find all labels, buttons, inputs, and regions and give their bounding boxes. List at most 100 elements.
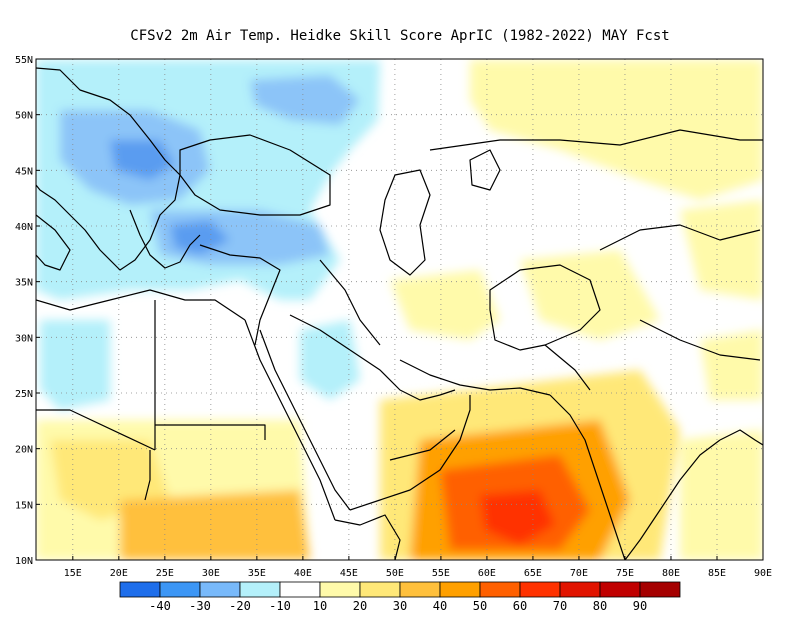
colorbar-swatch (359, 581, 401, 598)
region-yellow-bay-bengal (680, 430, 763, 560)
border-saudi-north (289, 314, 351, 351)
region-blue-north (250, 75, 360, 125)
coast-north-africa (36, 289, 246, 321)
region-blue-caspian-west (300, 320, 360, 400)
coastlines-borders (36, 67, 763, 560)
colorbar-swatch (239, 581, 281, 598)
latitude-ticks: 55N 50N 45N 40N 35N 30N 25N 20N 15N 10N (15, 55, 40, 567)
lon-tick-label: 85E (708, 568, 726, 579)
region-yellow-pakistan (520, 250, 660, 340)
border-india-nepal (639, 319, 761, 361)
lon-tick-label: 50E (386, 568, 404, 579)
coast-turkey-south (199, 244, 281, 346)
coast-caspian (379, 169, 431, 276)
map-frame (35, 58, 764, 561)
lon-tick-label: 65E (524, 568, 542, 579)
coast-black-sea (179, 134, 331, 216)
coast-italy (36, 214, 71, 271)
coast-aral (469, 149, 501, 191)
colorbar-label: 20 (353, 599, 367, 613)
colorbar-label: -20 (229, 599, 251, 613)
region-yellow-russia (470, 60, 763, 200)
colorbar-label: 80 (593, 599, 607, 613)
lon-tick-label: 75E (616, 568, 634, 579)
coast-red-sea-west (244, 319, 336, 521)
map-title: CFSv2 2m Air Temp. Heidke Skill Score Ap… (130, 28, 670, 44)
border-sudan (155, 424, 266, 440)
coast-iran (399, 359, 551, 396)
coast-bay-bengal (719, 429, 763, 446)
lat-tick-label: 30N (15, 333, 33, 344)
lon-tick-label: 55E (432, 568, 450, 579)
region-yellow-iran (390, 270, 500, 340)
colorbar-swatch (279, 581, 321, 598)
coast-red-sea-east (259, 329, 351, 511)
border-kazakh (429, 129, 763, 151)
colorbar-label: -10 (269, 599, 291, 613)
colorbar-label: 70 (553, 599, 567, 613)
lon-tick-label: 60E (478, 568, 496, 579)
region-yellow-india-east (700, 330, 763, 400)
colorbar-swatch (639, 581, 681, 598)
border-libya-chad (36, 409, 156, 451)
colorbar-label: -40 (149, 599, 171, 613)
longitude-ticks: 15E 20E 25E 30E 35E 40E 45E 50E 55E 60E 65E 70E 75E 8… (64, 556, 772, 579)
lat-tick-label: 25N (15, 389, 33, 400)
colorbar-swatch (439, 581, 481, 598)
border-pakistan (544, 344, 591, 391)
coast-india-east (624, 439, 721, 560)
lon-tick-label: 80E (662, 568, 680, 579)
colorbar-swatch (399, 581, 441, 598)
border-afghanistan (489, 264, 601, 351)
border-yemen-oman (389, 429, 456, 461)
lat-tick-label: 50N (15, 111, 33, 122)
coast-india-west (549, 394, 626, 560)
lat-tick-label: 35N (15, 278, 33, 289)
colorbar-swatch (199, 581, 241, 598)
colorbar-swatch (479, 581, 521, 598)
colorbar-swatch (119, 581, 161, 598)
lon-tick-label: 45E (340, 568, 358, 579)
lat-tick-label: 10N (15, 556, 33, 567)
colorbar-label: 50 (473, 599, 487, 613)
lat-tick-label: 15N (15, 500, 33, 511)
lat-tick-label: 45N (15, 166, 33, 177)
border-iraq-iran (319, 259, 381, 346)
lon-tick-label: 90E (754, 568, 772, 579)
coast-greece (129, 209, 201, 269)
lat-tick-label: 40N (15, 222, 33, 233)
lon-tick-label: 20E (110, 568, 128, 579)
coast-persian-gulf (349, 349, 456, 401)
lon-tick-label: 70E (570, 568, 588, 579)
lon-tick-label: 15E (64, 568, 82, 579)
colorbar-label: 40 (433, 599, 447, 613)
lon-tick-label: 35E (248, 568, 266, 579)
lat-tick-label: 55N (15, 55, 33, 66)
colorbar-swatch (519, 581, 561, 598)
lat-tick-label: 20N (15, 445, 33, 456)
colorbar-swatch (159, 581, 201, 598)
colorbar-swatch (319, 581, 361, 598)
colorbar-swatch (559, 581, 601, 598)
lon-tick-label: 40E (294, 568, 312, 579)
colorbar-label: 60 (513, 599, 527, 613)
coast-europe (36, 67, 181, 271)
region-yellow-china (680, 200, 763, 300)
coast-arabia-south (349, 395, 471, 511)
border-china (599, 224, 761, 251)
region-blue-libya (40, 320, 110, 410)
colorbar-label: 90 (633, 599, 647, 613)
colorbar-swatch (599, 581, 641, 598)
region-dark-red-core (480, 490, 555, 545)
coast-horn (334, 514, 401, 560)
lon-tick-label: 25E (156, 568, 174, 579)
region-blue-dark-spot2 (170, 220, 230, 255)
border-chad (144, 450, 151, 501)
lon-tick-label: 30E (202, 568, 220, 579)
colorbar: -40 -30 -20 -10 10 20 30 40 50 60 70 80 90 (119, 581, 681, 613)
colorbar-label: -30 (189, 599, 211, 613)
colorbar-label: 10 (313, 599, 327, 613)
colorbar-label: 30 (393, 599, 407, 613)
region-orange-sahel (120, 490, 310, 560)
